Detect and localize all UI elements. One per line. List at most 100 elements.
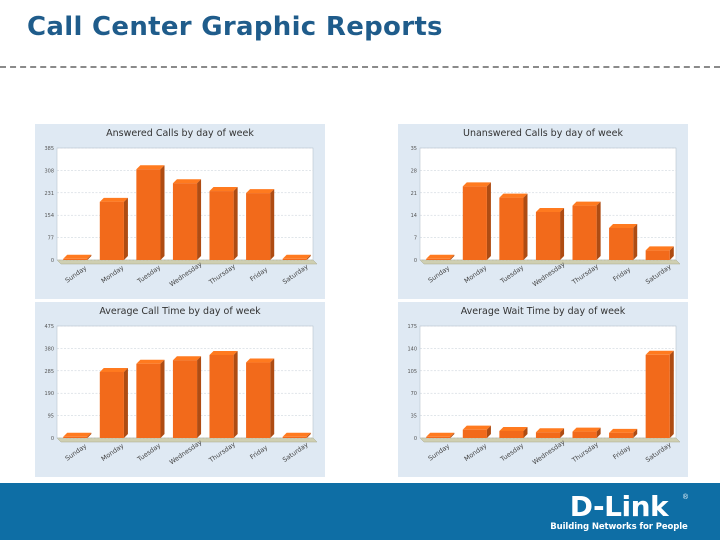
bar-side — [306, 432, 311, 438]
bar-side — [123, 367, 128, 438]
bar-top — [282, 432, 311, 437]
answered-calls-chart: Answered Calls by day of week 0 77 154 231 30… — [35, 124, 325, 299]
bar — [99, 201, 124, 260]
y-tick-label: 0 — [414, 258, 417, 264]
bar — [462, 429, 487, 438]
y-tick-label: 0 — [414, 436, 417, 442]
x-category-label: Wednesday — [168, 260, 204, 288]
bar-side — [197, 356, 202, 438]
bar-top — [535, 208, 565, 212]
bar-top — [426, 254, 455, 259]
bar-side — [523, 193, 528, 260]
chart-title: Unanswered Calls by day of week — [463, 128, 623, 139]
bar-top — [535, 428, 565, 433]
y-tick-label: 385 — [44, 146, 54, 152]
bar — [209, 355, 234, 438]
bar — [172, 183, 198, 260]
y-tick-label: 285 — [44, 369, 54, 375]
x-category-label: Monday — [463, 264, 489, 285]
bar-side — [306, 254, 311, 260]
y-tick-label: 154 — [44, 213, 54, 219]
bar-top — [99, 197, 128, 202]
bar — [609, 228, 634, 260]
bar-top — [572, 427, 601, 432]
bar-side — [560, 428, 565, 438]
bar-side — [450, 432, 455, 438]
x-category-label: Saturday — [281, 263, 310, 286]
y-tick-label: 231 — [44, 191, 54, 197]
unanswered-calls-chart: Unanswered Calls by day of week 0 7 14 21 28 3… — [398, 124, 688, 299]
bar-side — [197, 179, 202, 260]
bar — [426, 258, 451, 260]
bar-side — [233, 351, 238, 438]
bar — [645, 250, 670, 260]
x-category-label: Thursday — [570, 262, 600, 287]
bar-side — [560, 208, 565, 260]
bar-top — [136, 165, 165, 170]
bar — [172, 360, 198, 438]
y-tick-label: 105 — [407, 369, 417, 375]
chart-svg: Average Call Time by day of week 0 95 190 28… — [44, 306, 318, 466]
x-category-label: Sunday — [64, 442, 89, 463]
bar — [499, 197, 524, 260]
x-category-label: Tuesday — [498, 441, 525, 463]
bar-side — [87, 254, 92, 260]
bar-side — [633, 224, 638, 260]
x-category-label: Tuesday — [135, 441, 162, 463]
bar — [63, 436, 88, 438]
plot-floor — [56, 437, 318, 443]
bar-side — [486, 182, 491, 260]
chart-svg: Unanswered Calls by day of week 0 7 14 21 28 3… — [411, 128, 681, 288]
bar — [462, 186, 487, 260]
footer-bar — [0, 483, 720, 540]
bar-side — [270, 358, 275, 438]
bar-top — [63, 432, 92, 437]
bar-side — [233, 187, 238, 260]
bar-top — [136, 359, 165, 364]
bar — [136, 363, 161, 438]
y-tick-label: 380 — [44, 346, 54, 352]
y-tick-label: 95 — [48, 414, 54, 420]
y-tick-label: 190 — [44, 391, 54, 397]
y-tick-label: 475 — [44, 324, 54, 330]
y-tick-label: 28 — [411, 168, 417, 174]
x-category-label: Thursday — [207, 262, 237, 287]
x-category-label: Friday — [611, 443, 632, 461]
logo-registered-mark: ® — [682, 494, 688, 501]
x-category-label: Thursday — [207, 440, 237, 465]
bar — [246, 362, 271, 438]
bar — [246, 193, 271, 260]
plot-floor — [419, 437, 681, 443]
bar-top — [462, 425, 491, 430]
x-category-label: Monday — [100, 442, 126, 463]
bar — [99, 371, 124, 438]
chart-title: Average Wait Time by day of week — [461, 306, 626, 317]
bar-side — [596, 427, 601, 438]
bar — [209, 191, 234, 260]
x-category-label: Friday — [248, 443, 269, 461]
plot-floor — [419, 259, 681, 265]
y-tick-label: 140 — [407, 346, 417, 352]
bar-side — [669, 350, 674, 438]
x-category-label: Thursday — [570, 440, 600, 465]
chart-svg: Average Wait Time by day of week 0 35 70 105… — [407, 306, 681, 466]
bar — [572, 205, 597, 260]
average-wait-time-chart: Average Wait Time by day of week 0 35 70 105… — [398, 302, 688, 477]
bar-side — [596, 201, 601, 260]
x-category-label: Monday — [463, 442, 489, 463]
bar-top — [99, 367, 128, 372]
bar — [535, 212, 561, 260]
bar-top — [282, 254, 311, 259]
x-category-label: Friday — [611, 265, 632, 283]
x-category-label: Saturday — [644, 441, 673, 464]
y-tick-label: 77 — [48, 236, 54, 242]
bar-side — [160, 359, 165, 438]
x-category-label: Sunday — [427, 442, 452, 463]
x-category-label: Sunday — [427, 264, 452, 285]
bar — [136, 169, 161, 260]
y-tick-label: 70 — [411, 391, 417, 397]
bar — [572, 431, 597, 438]
bar-top — [499, 193, 528, 198]
bar-top — [609, 428, 638, 433]
x-category-label: Wednesday — [531, 260, 567, 288]
